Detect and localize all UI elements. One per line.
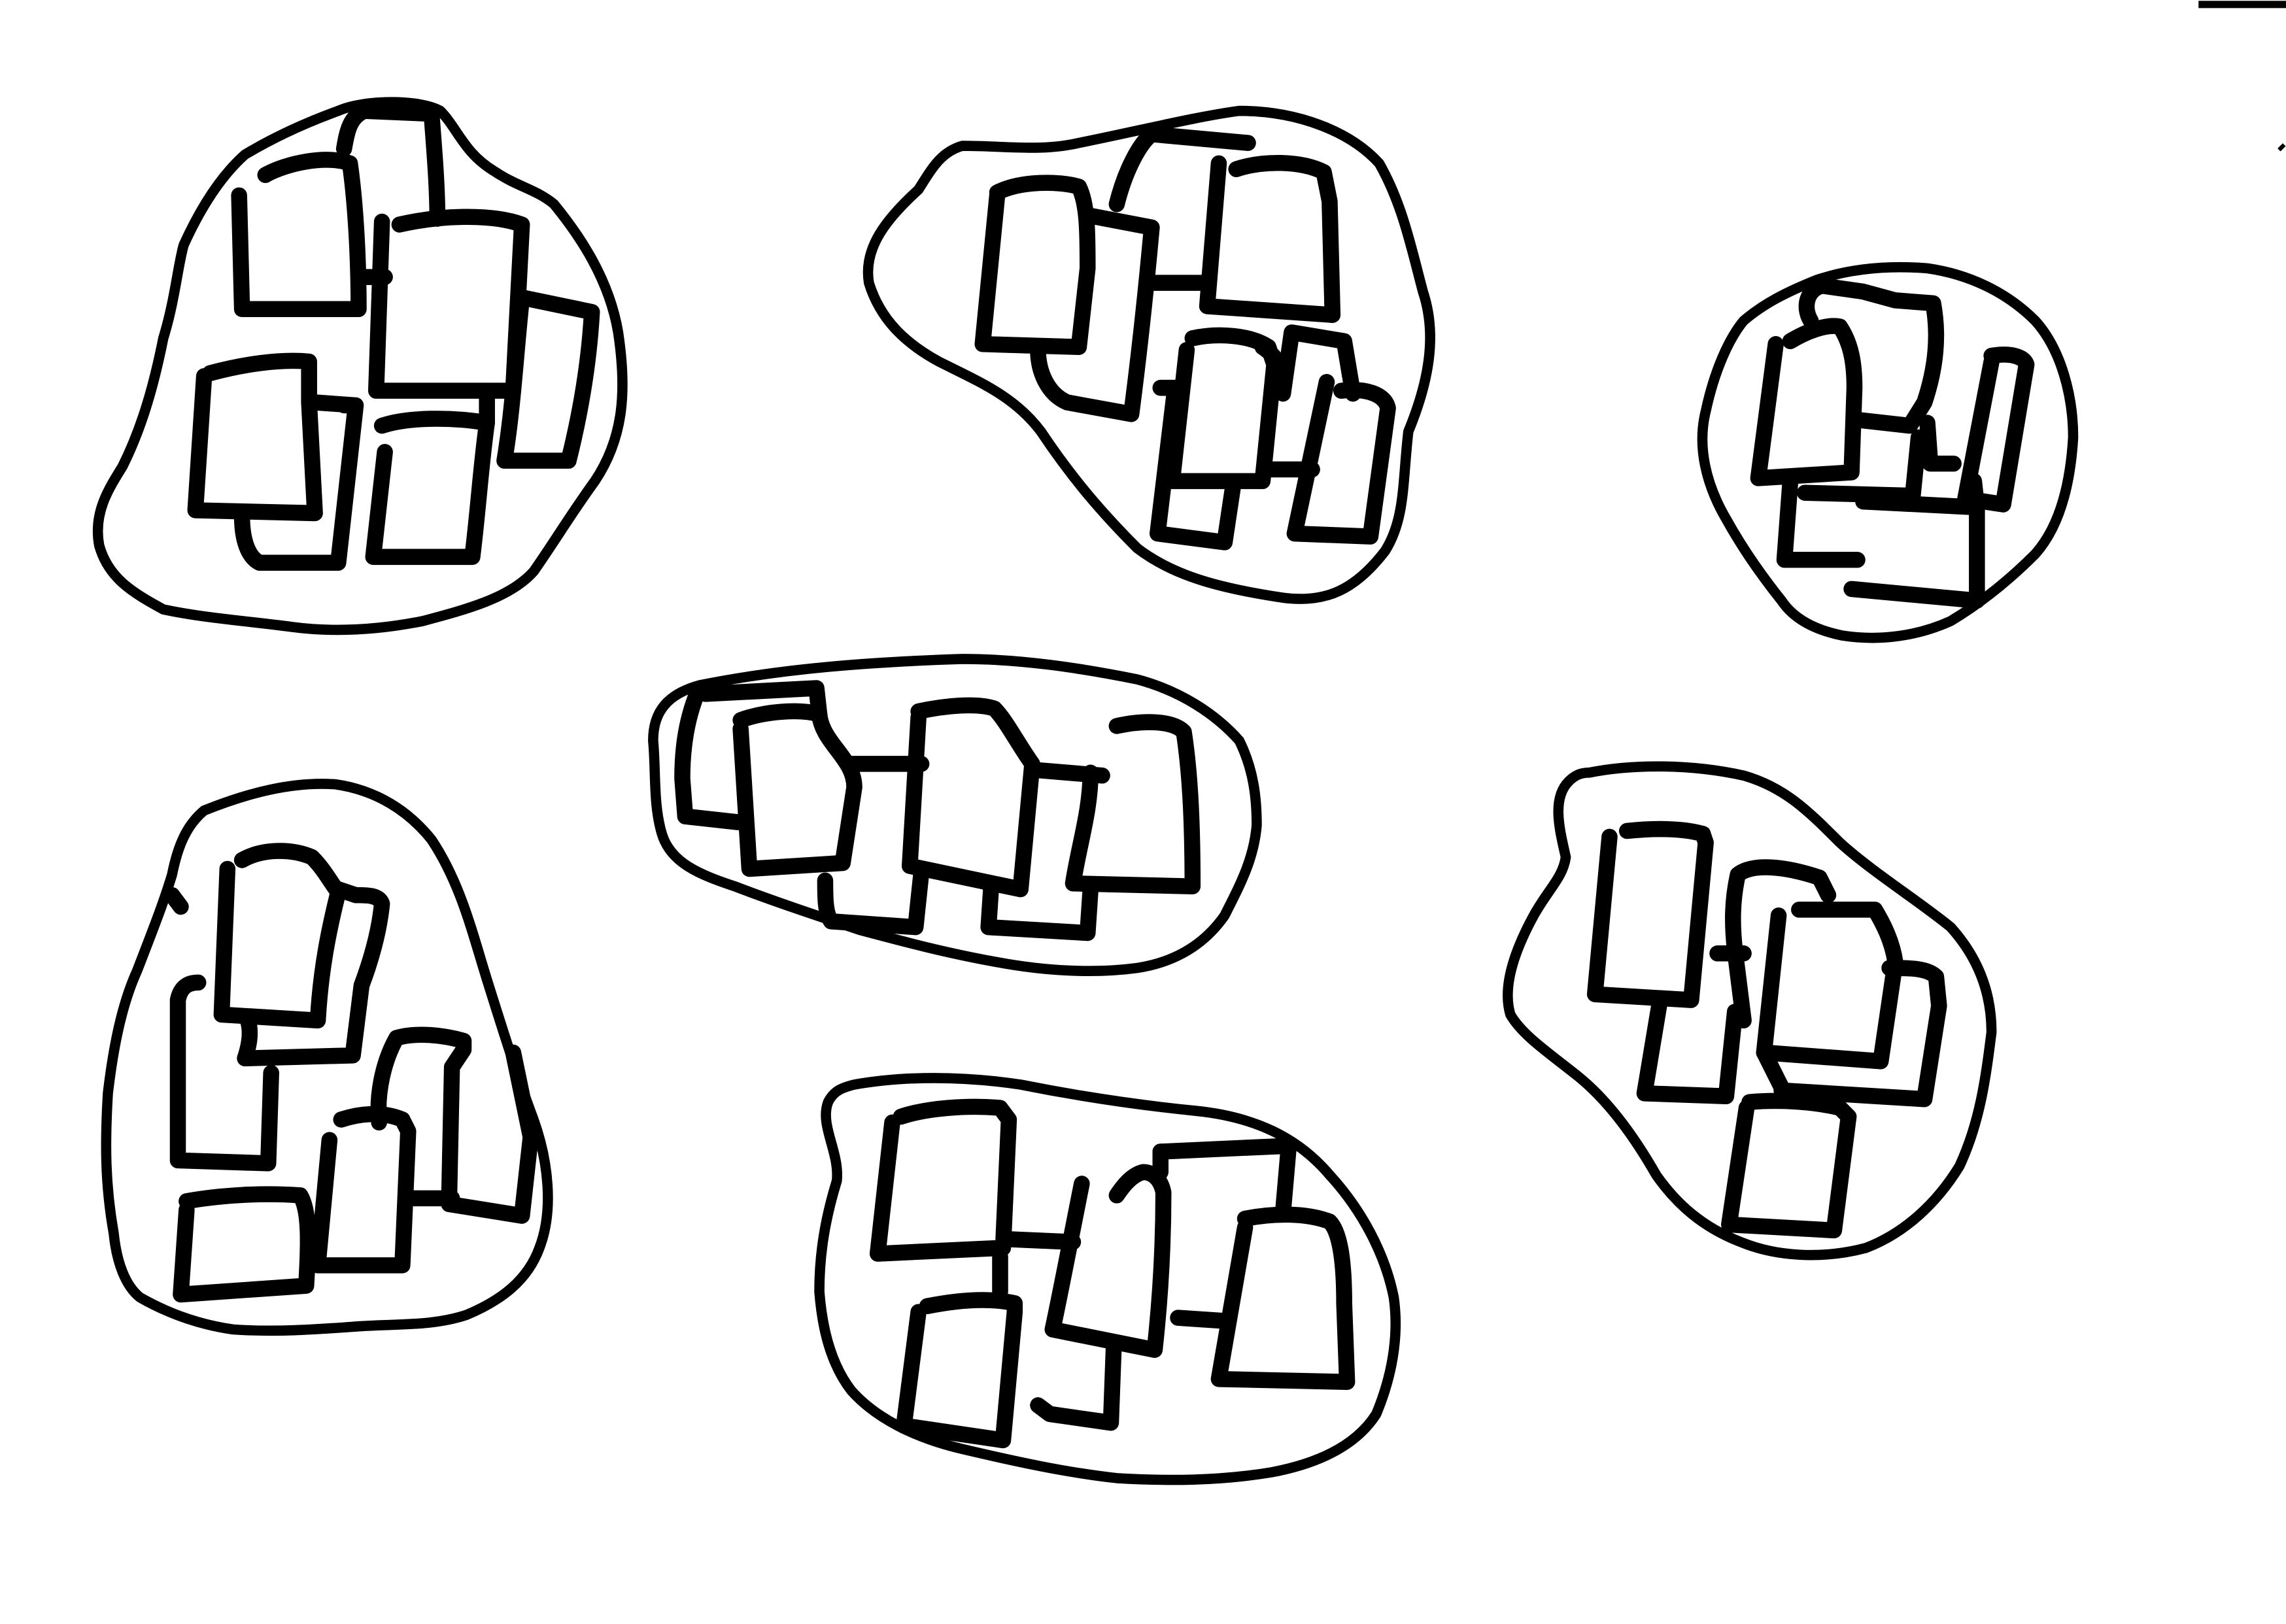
group-outline xyxy=(92,97,628,635)
box xyxy=(674,686,746,830)
box xyxy=(1756,902,1903,1070)
group-outline xyxy=(101,779,553,1336)
box xyxy=(974,175,1096,356)
group-outline xyxy=(814,1073,1401,1485)
box xyxy=(1798,277,1945,434)
box xyxy=(1725,859,1837,959)
box xyxy=(1030,207,1160,422)
box xyxy=(1773,960,1947,1108)
box xyxy=(1957,347,2035,513)
box xyxy=(1164,327,1282,490)
box xyxy=(896,1292,1023,1449)
box xyxy=(1636,998,1743,1105)
group-top-right xyxy=(1697,262,2079,643)
group-bottom-left xyxy=(101,779,553,1336)
connector xyxy=(992,1143,1230,1329)
box-group xyxy=(1586,820,1947,1239)
connector xyxy=(1776,414,1985,568)
box xyxy=(1030,1336,1122,1431)
group-top-center xyxy=(862,105,1435,604)
box xyxy=(231,152,367,318)
box xyxy=(335,103,446,227)
box xyxy=(1065,714,1201,894)
box xyxy=(1721,1092,1857,1239)
group-outline xyxy=(1697,262,2079,643)
connector xyxy=(163,881,460,1207)
box xyxy=(187,352,323,522)
box xyxy=(869,1098,1017,1262)
box-group xyxy=(974,126,1396,550)
box xyxy=(1843,493,1985,609)
connector xyxy=(1709,942,1793,1102)
box xyxy=(1286,374,1396,545)
group-middle xyxy=(648,654,1262,976)
group-outline xyxy=(862,105,1435,604)
box xyxy=(169,974,279,1172)
box xyxy=(1210,1206,1356,1391)
box xyxy=(980,875,1099,941)
group-outline xyxy=(1503,761,1997,1260)
box xyxy=(173,1186,316,1303)
box xyxy=(309,1106,417,1274)
box xyxy=(388,1026,539,1224)
box-group xyxy=(869,1098,1356,1449)
box xyxy=(367,209,530,399)
box xyxy=(1750,318,1863,486)
box xyxy=(1586,820,1714,1008)
page-edge-mark xyxy=(2198,1,2286,152)
connector xyxy=(233,269,495,571)
box xyxy=(1044,1164,1172,1358)
group-outline xyxy=(648,654,1262,976)
box xyxy=(732,703,862,877)
connector xyxy=(1108,126,1361,478)
box xyxy=(496,289,600,469)
box-group xyxy=(674,680,1201,941)
box xyxy=(237,887,390,1067)
group-bottom-center xyxy=(814,1073,1401,1485)
box-group xyxy=(187,103,600,571)
group-right-middle xyxy=(1503,761,1997,1260)
box xyxy=(902,697,1040,898)
box-group xyxy=(1750,277,2035,609)
box xyxy=(213,843,347,1029)
box xyxy=(365,411,495,566)
box xyxy=(1199,155,1341,323)
box xyxy=(1152,1138,1297,1221)
group-top-left xyxy=(92,97,628,635)
box-group xyxy=(163,843,539,1303)
connector xyxy=(697,680,1110,936)
box xyxy=(1150,379,1242,550)
